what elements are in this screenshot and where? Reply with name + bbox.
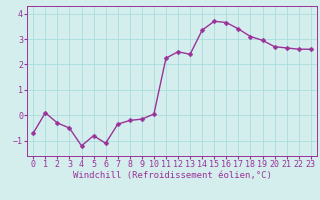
X-axis label: Windchill (Refroidissement éolien,°C): Windchill (Refroidissement éolien,°C) (73, 171, 271, 180)
